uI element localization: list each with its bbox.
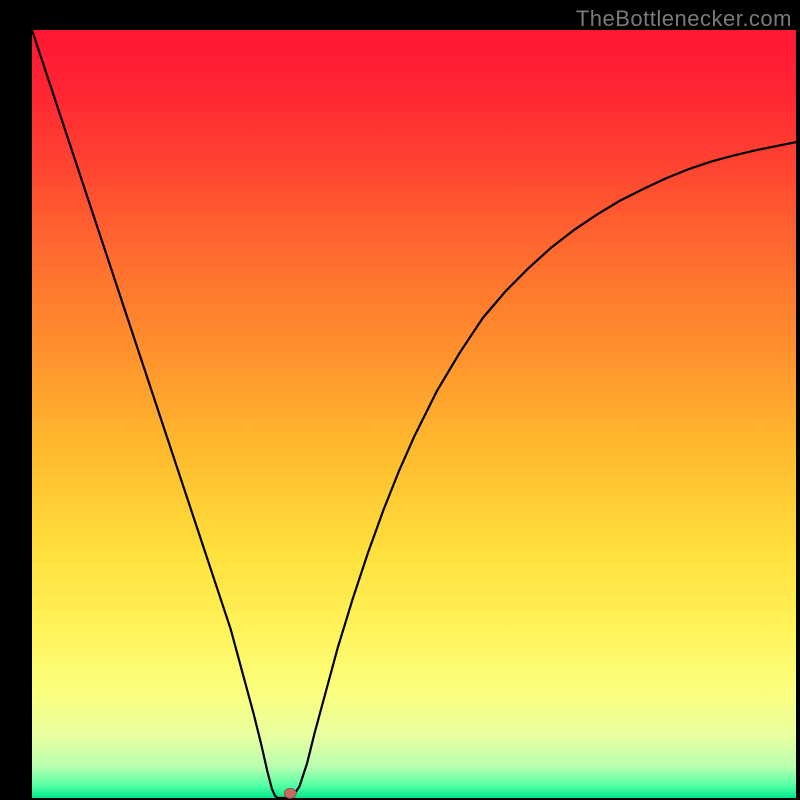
optimum-marker xyxy=(284,788,296,798)
bottleneck-chart xyxy=(0,0,800,800)
watermark-text: TheBottlenecker.com xyxy=(576,6,792,32)
plot-background xyxy=(32,30,796,798)
